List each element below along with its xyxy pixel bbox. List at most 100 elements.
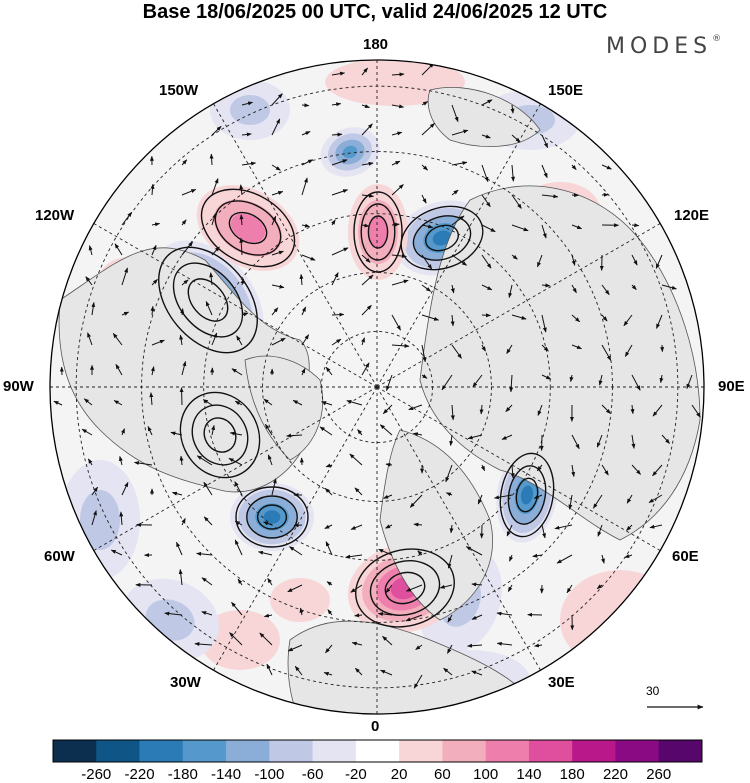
wind-vector — [331, 102, 342, 107]
wind-vector — [391, 254, 407, 259]
colorbar-tick-label: -20 — [345, 766, 367, 783]
colorbar-swatch — [442, 740, 486, 762]
wind-vector — [301, 131, 311, 136]
wind-vector — [691, 404, 701, 418]
wind-vector — [597, 524, 603, 537]
wind-vector — [413, 674, 423, 689]
contour — [355, 548, 455, 628]
wind-vector — [203, 481, 213, 496]
wind-vector — [541, 344, 549, 352]
label-0: 0 — [371, 718, 380, 735]
wind-vector — [421, 254, 433, 270]
wind-vector — [239, 214, 244, 226]
label-90w: 90W — [3, 378, 34, 395]
wind-vector — [301, 306, 307, 316]
wind-vector — [293, 523, 303, 528]
wind-vector — [115, 363, 123, 376]
wind-vector — [267, 577, 273, 586]
wind-vector — [271, 93, 283, 106]
colorbar-swatch — [312, 740, 357, 762]
latitude-circle — [203, 213, 551, 561]
wind-vector — [378, 548, 393, 556]
wind-vector — [511, 314, 527, 320]
wind-vector — [571, 164, 577, 171]
wind-vector — [87, 458, 93, 466]
wind-vector — [196, 551, 213, 556]
wind-vector — [325, 541, 333, 556]
wind-vector — [151, 339, 165, 346]
wind-vector — [325, 463, 333, 468]
wind-vector — [331, 159, 348, 166]
wind-vector — [287, 584, 303, 593]
wind-vector — [301, 223, 310, 228]
wind-vector — [301, 177, 308, 196]
colorbar-tick-label: 180 — [559, 766, 585, 783]
wind-vector — [181, 241, 194, 256]
wind-vector — [412, 432, 423, 437]
contour — [367, 215, 389, 249]
wind-vector — [661, 434, 670, 444]
label-60w: 60W — [44, 548, 75, 565]
wind-vector — [421, 194, 427, 204]
wind-vectors — [53, 62, 701, 689]
wind-vector — [631, 223, 640, 228]
wind-vector — [661, 284, 677, 290]
wind-vector — [361, 161, 374, 166]
wind-vector — [91, 486, 99, 496]
anomaly-shade — [432, 230, 452, 246]
land-mass — [244, 355, 324, 461]
meridian — [376, 386, 541, 671]
wind-vector — [409, 494, 423, 508]
wind-vector — [541, 194, 559, 199]
wind-vector — [301, 367, 306, 376]
wind-vector — [264, 423, 273, 436]
wind-vector — [554, 524, 573, 530]
meridian — [213, 103, 378, 388]
wind-vector — [91, 510, 97, 526]
wind-vector — [496, 611, 513, 616]
wind-vector — [271, 307, 279, 316]
wind-vector — [349, 453, 363, 466]
wind-vector — [324, 524, 333, 529]
wind-vector — [648, 494, 663, 503]
wind-vector — [601, 284, 610, 296]
wind-vector — [180, 308, 185, 316]
wind-vector — [234, 520, 243, 526]
wind-vector — [377, 612, 393, 616]
wind-vector — [536, 464, 543, 472]
wind-vector — [421, 122, 435, 136]
wind-vector — [541, 134, 549, 149]
meridian — [376, 386, 661, 551]
wind-vector — [421, 344, 427, 363]
land-mass — [419, 185, 701, 541]
contour — [369, 560, 441, 616]
wind-vector — [346, 399, 363, 406]
wind-vector — [391, 160, 401, 166]
colorbar-swatch — [399, 740, 443, 762]
colorbar-swatch — [528, 740, 573, 762]
wind-vector — [323, 671, 333, 676]
wind-vector — [91, 302, 96, 316]
wind-vector — [149, 392, 154, 406]
wind-vector — [350, 584, 363, 593]
wind-vector — [176, 541, 183, 556]
wind-vector — [319, 426, 333, 436]
wind-vector — [119, 511, 124, 526]
wind-vector — [421, 284, 432, 292]
colorbar-tick-label: -260 — [81, 766, 112, 783]
wind-vector — [286, 433, 303, 438]
wind-vector — [569, 374, 574, 383]
wind-vector — [383, 494, 393, 499]
wind-vector — [568, 494, 573, 510]
meridian — [376, 103, 541, 388]
wind-vector — [596, 584, 603, 590]
colorbar-swatch — [269, 740, 313, 762]
wind-vector — [209, 153, 214, 166]
anomaly-shade — [560, 570, 680, 670]
colorbar-tick-label: 220 — [602, 766, 628, 783]
wind-vector — [239, 184, 244, 196]
wind-vector — [203, 516, 213, 526]
contour — [203, 417, 237, 453]
wind-vector — [271, 191, 284, 196]
wind-vector — [385, 524, 393, 529]
